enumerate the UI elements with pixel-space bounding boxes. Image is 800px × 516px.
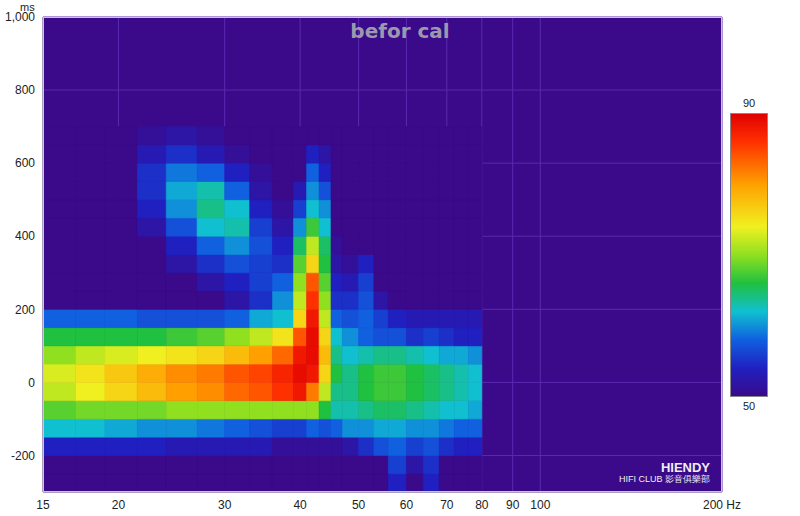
html-text:50: 50 (742, 400, 756, 412)
svg-text:0: 0 (28, 376, 35, 390)
svg-text:80: 80 (475, 498, 489, 512)
html-text:HIFI CLUB 影音俱樂部: HIFI CLUB 影音俱樂部 (619, 474, 710, 485)
svg-text:800: 800 (15, 83, 35, 97)
svg-text:70: 70 (440, 498, 454, 512)
svg-text:600: 600 (15, 156, 35, 170)
svg-text:30: 30 (218, 498, 232, 512)
svg-text:15: 15 (36, 498, 50, 512)
html-text:HIENDY: HIENDY (660, 460, 710, 475)
svg-text:100: 100 (530, 498, 550, 512)
html-text:ms: ms (20, 1, 35, 13)
svg-text:200 Hz: 200 Hz (703, 498, 741, 512)
svg-text:20: 20 (112, 498, 126, 512)
html-text:90: 90 (742, 97, 756, 109)
svg-text:50: 50 (352, 498, 366, 512)
svg-text:200: 200 (15, 303, 35, 317)
svg-text:90: 90 (506, 498, 520, 512)
svg-text:40: 40 (293, 498, 307, 512)
svg-text:-200: -200 (11, 449, 35, 463)
svg-text:1,000: 1,000 (5, 10, 35, 25)
html-text:befor cal: befor cal (350, 19, 450, 43)
svg-text:60: 60 (400, 498, 414, 512)
svg-text:400: 400 (15, 229, 35, 243)
